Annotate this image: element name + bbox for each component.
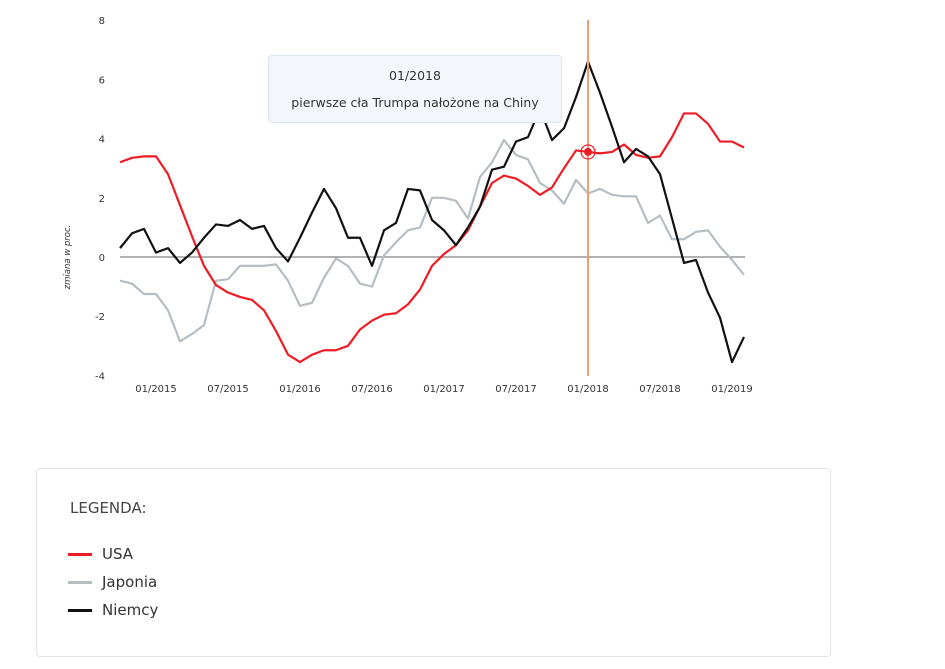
annotation-marker-dot <box>584 147 592 156</box>
series-line-usa <box>119 112 745 364</box>
y-tick-label: -4 <box>95 371 105 382</box>
x-tick-label: 01/2016 <box>279 384 321 395</box>
x-tick-label: 07/2015 <box>207 384 249 395</box>
series-line-japonia <box>119 138 745 343</box>
legend-label: Niemcy <box>102 601 159 619</box>
tooltip-text: pierwsze cła Trumpa nałożone na Chiny <box>291 95 539 110</box>
x-tick-label: 07/2016 <box>351 384 393 395</box>
y-tick-label: 2 <box>99 194 105 205</box>
legend-swatch <box>68 552 92 556</box>
x-tick-label: 07/2018 <box>639 384 681 395</box>
y-tick-label: 0 <box>99 253 105 264</box>
series-line-niemcy <box>119 60 745 364</box>
annotation-marker-ring <box>580 144 596 160</box>
legend-label: Japonia <box>102 573 158 591</box>
x-tick-label: 01/2017 <box>423 384 465 395</box>
x-tick-label: 07/2017 <box>495 384 537 395</box>
tooltip-date: 01/2018 <box>389 68 441 83</box>
legend-label: USA <box>102 545 134 563</box>
line-chart: 8 6 4 2 0 -2 -4 zmiana w proc. 01/2015 07/2015 0… <box>63 16 753 395</box>
y-tick-label: -2 <box>95 312 105 323</box>
legend: LEGENDA: USA Japonia Niemcy <box>36 468 831 657</box>
y-tick-label: 4 <box>99 135 105 146</box>
legend-title: LEGENDA: <box>70 499 147 517</box>
y-axis-label: zmiana w proc. <box>63 225 73 291</box>
legend-swatch <box>68 580 92 584</box>
x-tick-label: 01/2018 <box>567 384 609 395</box>
legend-item-usa: USA <box>68 545 133 563</box>
x-tick-label: 01/2019 <box>711 384 753 395</box>
legend-item-japonia: Japonia <box>68 573 157 591</box>
annotation-tooltip: 01/2018 pierwsze cła Trumpa nałożone na … <box>268 55 562 123</box>
x-tick-label: 01/2015 <box>135 384 177 395</box>
legend-swatch <box>68 608 92 612</box>
y-tick-label: 8 <box>99 16 105 27</box>
legend-item-niemcy: Niemcy <box>68 601 158 619</box>
y-tick-label: 6 <box>99 75 105 86</box>
